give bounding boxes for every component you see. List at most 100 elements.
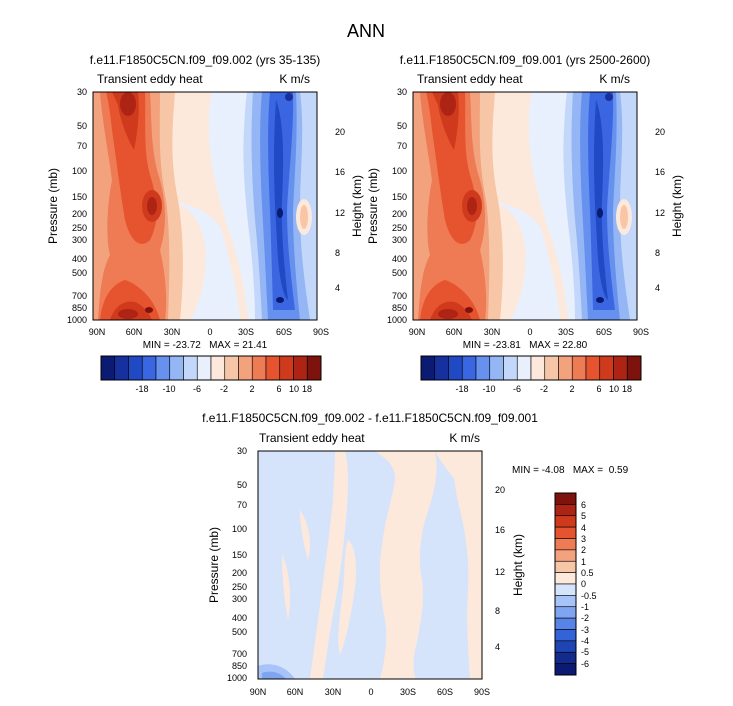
x-tick-label: 60S [276,327,292,337]
y-tick-label: 30 [397,87,407,97]
colorbar-label: -6 [513,384,521,394]
colorbar-swatch [544,355,559,381]
colorbar-label: -18 [455,384,468,394]
x-tick-label: 90S [313,327,329,337]
x-tick-label: 60N [287,687,304,697]
colorbar-label: -0.5 [581,591,597,601]
colorbar-swatch [554,526,577,539]
colorbar-swatch [554,492,577,505]
colorbar-swatch [169,355,184,381]
panel-3-left-string: Transient eddy heat [259,431,365,445]
colorbar-swatch [238,355,253,381]
colorbar-swatch [554,572,577,585]
panel-1: f.e11.F1850C5CN.f09_f09.002 (yrs 35-135)… [46,53,364,394]
y-tick-label: 70 [397,141,407,151]
panel-1-contour-field [93,92,317,320]
panel-3-ylabel: Pressure (mb) [207,527,221,603]
panel-1-left-string: Transient eddy heat [97,72,203,86]
colorbar-swatch [599,355,614,381]
panel-2-colorbar: -18 -10 -6 -2 2 6 10 18 [420,355,642,394]
colorbar-swatch [554,538,577,551]
colorbar-label: 6 [276,384,281,394]
colorbar-label: 18 [622,384,632,394]
height-tick-label: 16 [655,167,665,177]
colorbar-swatch [554,595,577,608]
colorbar-label: -10 [162,384,175,394]
colorbar-label: 2 [581,545,586,555]
y-tick-label: 250 [392,223,407,233]
panel-2-ylabel-right: Height (km) [670,175,684,237]
y-tick-label: 100 [392,166,407,176]
colorbar-swatch [554,515,577,528]
y-tick-label: 850 [392,303,407,313]
height-tick-label: 12 [335,208,345,218]
colorbar-swatch [100,355,116,381]
height-tick-label: 16 [335,167,345,177]
colorbar-swatch [554,651,577,664]
colorbar-swatch [293,355,308,381]
colorbar-swatch [448,355,463,381]
colorbar-swatch [420,355,436,381]
y-tick-label: 100 [232,524,247,534]
y-tick-label: 400 [232,613,247,623]
colorbar-swatch [196,355,212,381]
x-tick-label: 0 [207,327,212,337]
y-tick-label: 500 [392,268,407,278]
y-tick-label: 200 [232,568,247,578]
colorbar-swatch [558,355,573,381]
y-tick-label: 70 [237,500,247,510]
panel-2-title: f.e11.F1850C5CN.f09_f09.001 (yrs 2500-26… [400,53,651,67]
height-tick-label: 4 [495,642,500,652]
panel-1-stats: MIN = -23.72 MAX = 21.41 [143,340,268,351]
panel-2-x-axis-ticks: 90N 60N 30N 0 30S 60S 90S [409,327,649,337]
colorbar-label: 3 [581,534,586,544]
colorbar-swatch [183,355,198,381]
height-tick-label: 20 [495,485,505,495]
panel-2-right-string: K m/s [599,72,630,86]
panel-2-contour-field [413,92,637,320]
colorbar-swatch [503,355,518,381]
y-tick-label: 250 [232,582,247,592]
colorbar-label: -2 [220,384,228,394]
y-tick-label: 150 [392,192,407,202]
panel-3-contour-field [258,451,482,679]
x-tick-label: 30S [238,327,254,337]
colorbar-swatch [224,355,239,381]
y-tick-label: 300 [392,235,407,245]
x-tick-label: 60S [596,327,612,337]
colorbar-swatch [571,355,587,381]
y-tick-label: 700 [392,291,407,301]
height-tick-label: 20 [655,127,665,137]
colorbar-label: -5 [581,647,589,657]
y-tick-label: 400 [392,254,407,264]
y-tick-label: 50 [77,121,87,131]
panel-1-title: f.e11.F1850C5CN.f09_f09.002 (yrs 35-135) [90,53,321,67]
colorbar-swatch [128,355,143,381]
y-tick-label: 200 [392,209,407,219]
panel-1-height-axis-ticks: 20 16 12 8 4 [335,127,345,293]
colorbar-swatch [251,355,267,381]
colorbar-swatch [306,355,322,381]
x-tick-label: 60N [446,327,463,337]
x-tick-label: 90S [474,687,490,697]
panel-3-height-axis-ticks: 20 16 12 8 4 [495,485,505,652]
x-tick-label: 30S [558,327,574,337]
colorbar-swatch [554,560,577,573]
colorbar-swatch [554,606,577,619]
colorbar-swatch [554,617,577,630]
panel-1-colorbar: -18 -10 -6 -2 2 6 10 18 [100,355,322,394]
panel-2-ylabel: Pressure (mb) [366,168,380,244]
height-tick-label: 20 [335,127,345,137]
panel-2-height-axis-ticks: 20 16 12 8 4 [655,127,665,293]
y-tick-label: 850 [232,661,247,671]
colorbar-label: 10 [289,384,299,394]
colorbar-label: -1 [581,602,589,612]
colorbar-label: 5 [581,511,586,521]
y-tick-label: 30 [237,446,247,456]
colorbar-label: -10 [482,384,495,394]
height-tick-label: 8 [655,248,660,258]
colorbar-label: 18 [302,384,312,394]
y-tick-label: 500 [72,268,87,278]
colorbar-label: 2 [249,384,254,394]
